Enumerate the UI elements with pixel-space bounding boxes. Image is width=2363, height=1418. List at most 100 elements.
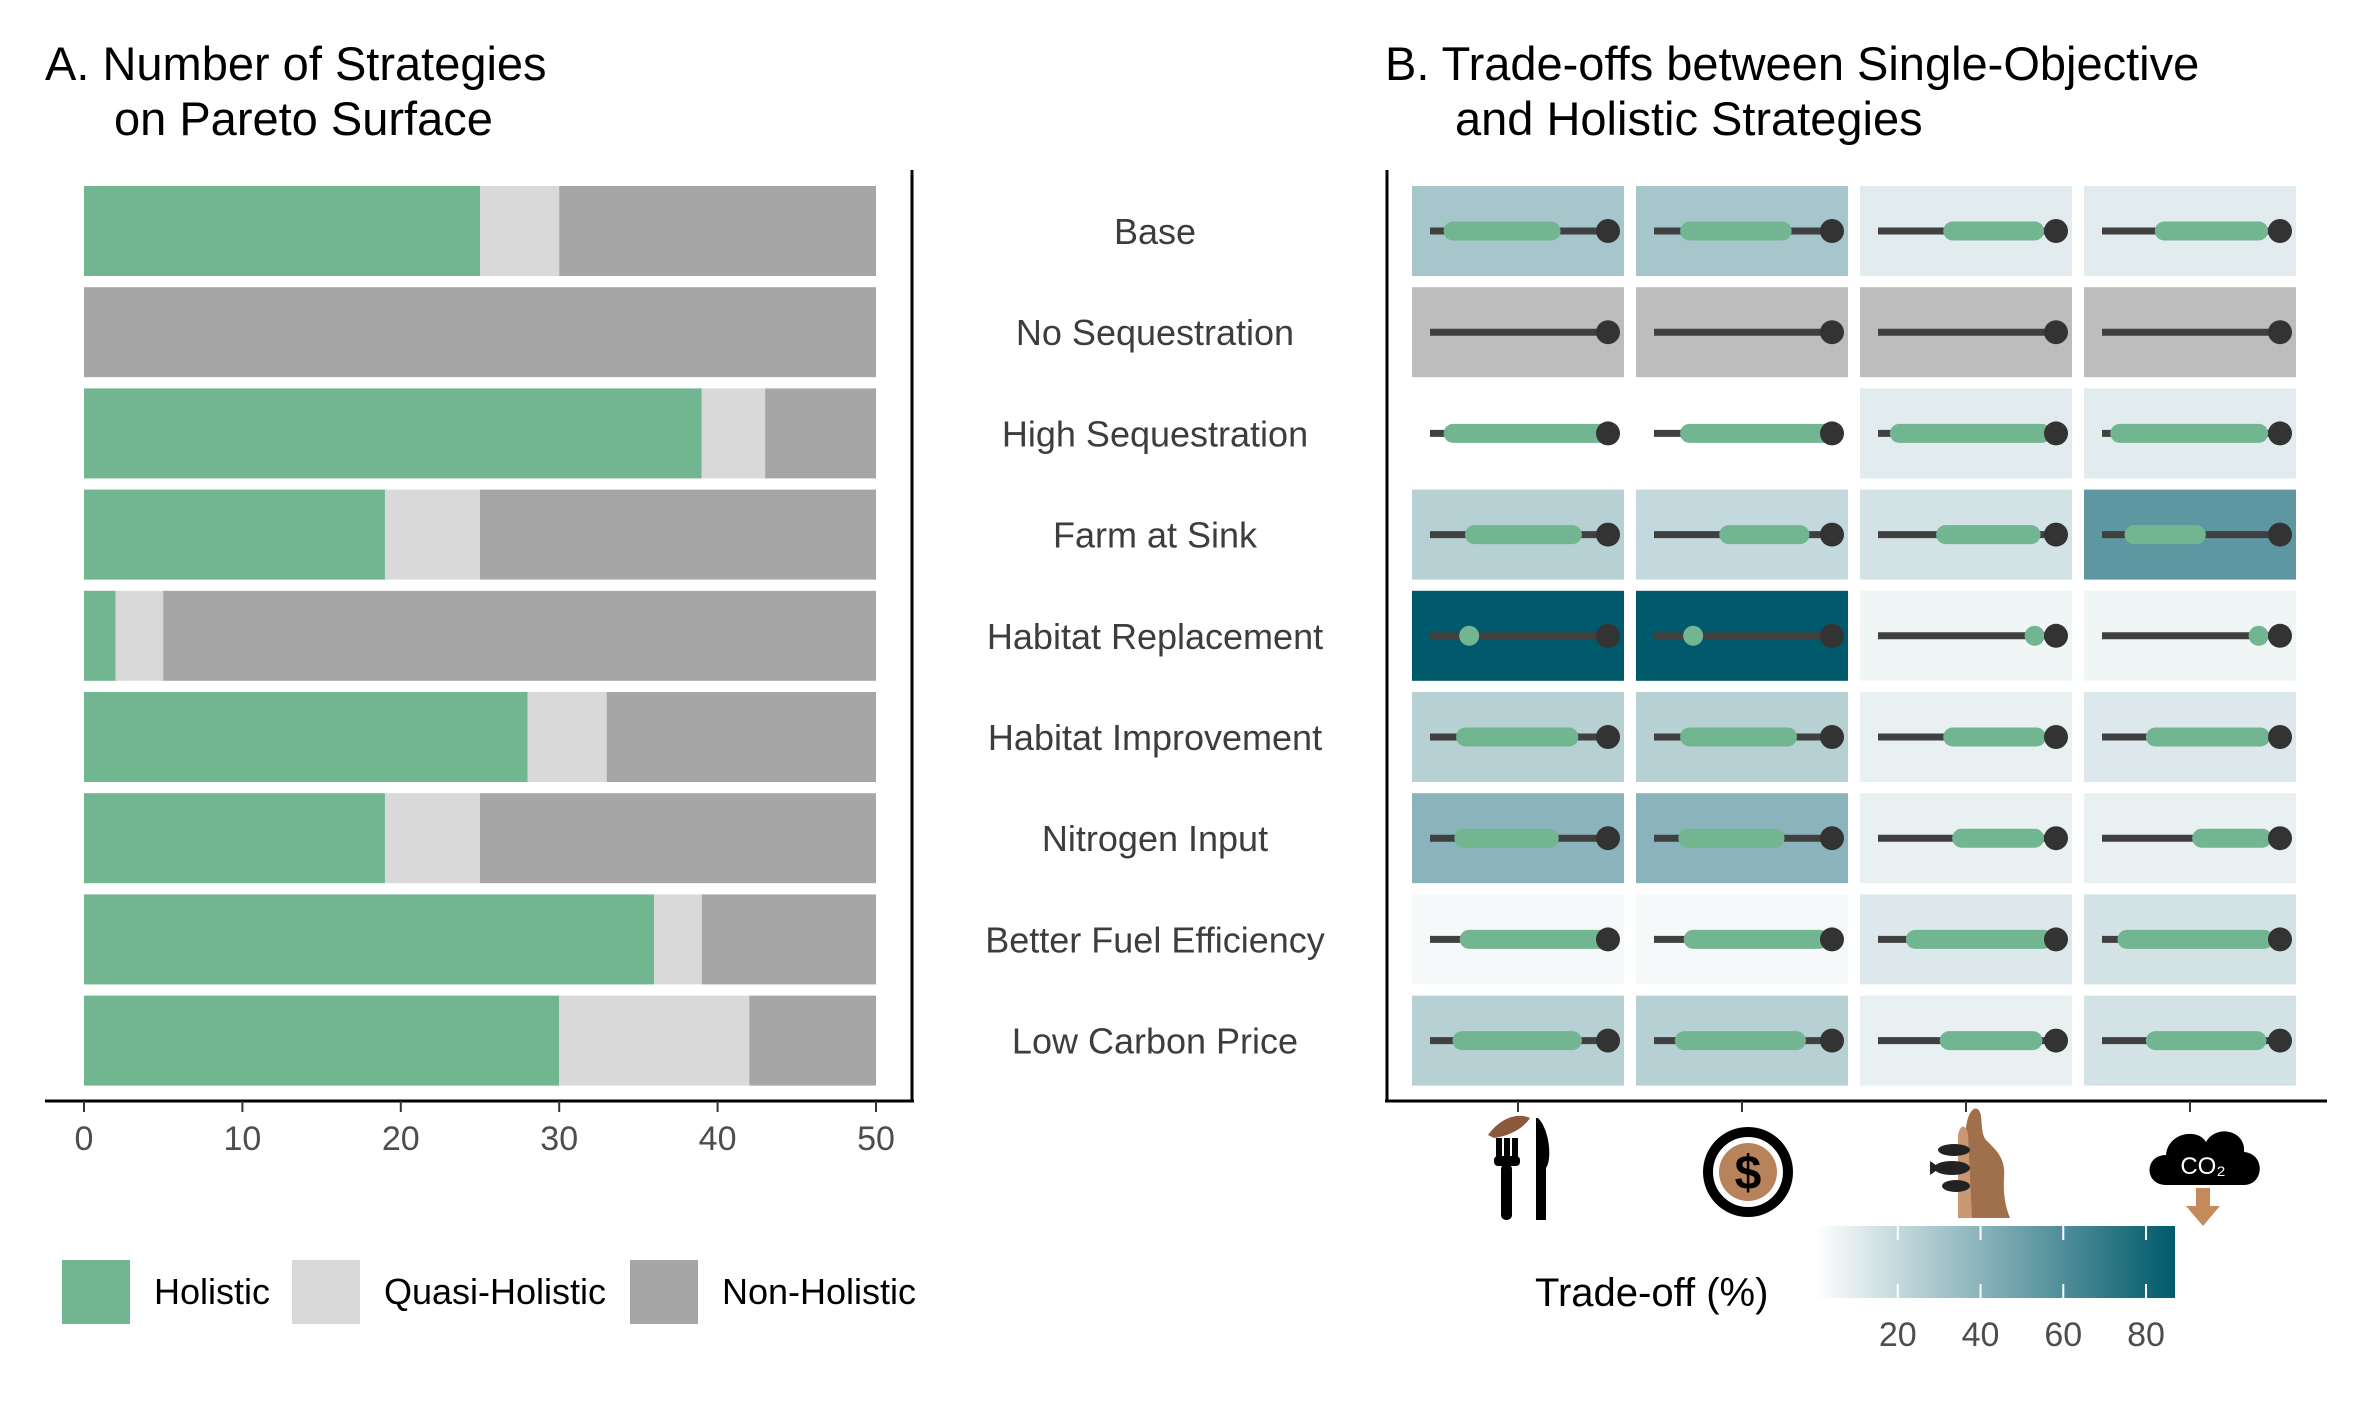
panel-b-title-line1: B. Trade-offs between Single-Objective <box>1385 37 2199 90</box>
panel-a-bars <box>84 186 876 1086</box>
row-label-nitrogen-input: Nitrogen Input <box>1042 818 1268 859</box>
cell-habitat-improvement-food-fork-knife-icon-single-objective-point <box>1596 725 1620 749</box>
bar-habitat-replacement-quasi-holistic <box>115 590 164 681</box>
cell-high-sequestration-dollar-coin-icon-single-objective-point <box>1820 421 1844 446</box>
cell-nitrogen-input-co2-cloud-sequestration-icon-single-objective-point <box>2268 826 2292 851</box>
cell-no-sequestration-dollar-coin-icon-single-objective-point <box>1820 320 1844 345</box>
row-label-habitat-replacement: Habitat Replacement <box>987 616 1323 657</box>
cell-base-co2-cloud-sequestration-icon-single-objective-point <box>2268 219 2292 243</box>
x-tick-label: 0 <box>75 1120 94 1158</box>
cell-farm-at-sink-co2-cloud-sequestration-icon-single-objective-point <box>2268 522 2292 547</box>
row-label-habitat-improvement: Habitat Improvement <box>988 717 1322 758</box>
cell-low-carbon-price-otter-fish-habitat-icon-single-objective-point <box>2044 1028 2068 1053</box>
cell-habitat-improvement-otter-fish-habitat-icon-single-objective-point <box>2044 725 2068 749</box>
cell-better-fuel-efficiency-dollar-coin-icon-single-objective-point <box>1820 927 1844 952</box>
bar-base-holistic <box>84 186 480 276</box>
x-tick-label: 30 <box>540 1120 578 1158</box>
cell-no-sequestration-co2-cloud-sequestration-icon-single-objective-point <box>2268 320 2292 345</box>
bar-better-fuel-efficiency-non-holistic <box>701 894 876 985</box>
bar-better-fuel-efficiency-quasi-holistic <box>654 894 702 985</box>
cell-nitrogen-input-food-fork-knife-icon-single-objective-point <box>1596 826 1620 851</box>
cell-better-fuel-efficiency-otter-fish-habitat-icon-single-objective-point <box>2044 927 2068 952</box>
colorbar <box>1815 1226 2175 1298</box>
legend-label-quasi-holistic: Quasi-Holistic <box>384 1271 606 1312</box>
bar-farm-at-sink-quasi-holistic <box>384 489 480 580</box>
cell-habitat-replacement-otter-fish-habitat-icon-holistic-point <box>2024 625 2045 646</box>
bar-habitat-improvement-non-holistic <box>606 692 876 782</box>
svg-text:CO₂: CO₂ <box>2180 1153 2225 1180</box>
colorbar-tick-label: 60 <box>2044 1316 2082 1354</box>
bar-nitrogen-input-quasi-holistic <box>384 793 480 884</box>
panel-a-strategies-chart: A. Number of Strategies on Pareto Surfac… <box>45 37 916 1324</box>
bar-high-sequestration-holistic <box>84 388 702 479</box>
bar-habitat-improvement-quasi-holistic <box>527 692 607 782</box>
panel-a-legend: Holistic Quasi-Holistic Non-Holistic <box>62 1260 916 1324</box>
panel-a-title-line2: on Pareto Surface <box>114 92 493 145</box>
cell-no-sequestration-otter-fish-habitat-icon-single-objective-point <box>2044 320 2068 345</box>
cell-low-carbon-price-co2-cloud-sequestration-icon-single-objective-point <box>2268 1028 2292 1053</box>
legend-key-quasi-holistic <box>292 1260 360 1324</box>
cell-better-fuel-efficiency-food-fork-knife-icon-single-objective-point <box>1596 927 1620 952</box>
colorbar-ticks: 20 40 60 80 <box>1879 1226 2165 1354</box>
bar-base-non-holistic <box>559 186 876 276</box>
cell-habitat-improvement-dollar-coin-icon-single-objective-point <box>1820 725 1844 749</box>
panel-b-tradeoff-chart: B. Trade-offs between Single-Objective a… <box>1385 37 2327 1354</box>
bar-farm-at-sink-holistic <box>84 489 385 580</box>
cell-farm-at-sink-food-fork-knife-icon-single-objective-point <box>1596 522 1620 547</box>
bar-low-carbon-price-holistic <box>84 995 560 1086</box>
cell-low-carbon-price-dollar-coin-icon-single-objective-point <box>1820 1028 1844 1053</box>
bar-better-fuel-efficiency-holistic <box>84 894 655 985</box>
bar-nitrogen-input-holistic <box>84 793 385 884</box>
cell-habitat-replacement-otter-fish-habitat-icon-single-objective-point <box>2044 623 2068 648</box>
row-label-farm-at-sink: Farm at Sink <box>1053 515 1258 556</box>
x-tick-label: 50 <box>857 1120 895 1158</box>
co2-cloud-sequestration-icon: CO₂ <box>2149 1131 2260 1226</box>
bar-habitat-replacement-non-holistic <box>163 590 876 681</box>
bar-habitat-improvement-holistic <box>84 692 528 782</box>
bar-habitat-replacement-holistic <box>84 590 116 681</box>
panel-a-x-ticks: 0 10 20 30 40 50 <box>75 1101 895 1158</box>
cell-low-carbon-price-food-fork-knife-icon-single-objective-point <box>1596 1028 1620 1053</box>
cell-no-sequestration-food-fork-knife-icon-single-objective-point <box>1596 320 1620 345</box>
legend-key-holistic <box>62 1260 130 1324</box>
cell-nitrogen-input-dollar-coin-icon-single-objective-point <box>1820 826 1844 851</box>
row-labels: Base No Sequestration High Sequestration Fa… <box>985 211 1325 1062</box>
panel-b-title-line2: and Holistic Strategies <box>1455 92 1923 145</box>
row-label-better-fuel-efficiency: Better Fuel Efficiency <box>985 919 1325 960</box>
bar-no-sequestration-non-holistic <box>84 287 876 378</box>
panel-b-cells <box>1412 186 2296 1086</box>
bar-farm-at-sink-non-holistic <box>480 489 876 580</box>
bar-base-quasi-holistic <box>480 186 560 276</box>
cell-base-dollar-coin-icon-single-objective-point <box>1820 219 1844 243</box>
bar-nitrogen-input-non-holistic <box>480 793 876 884</box>
cell-habitat-replacement-dollar-coin-icon-single-objective-point <box>1820 623 1844 648</box>
cell-habitat-replacement-co2-cloud-sequestration-icon-single-objective-point <box>2268 623 2292 648</box>
colorbar-tick-label: 20 <box>1879 1316 1917 1354</box>
panel-b-x-ticks <box>1517 1101 2191 1112</box>
row-label-no-sequestration: No Sequestration <box>1016 312 1294 353</box>
colorbar-tick-label: 80 <box>2127 1316 2165 1354</box>
bar-high-sequestration-quasi-holistic <box>701 388 766 479</box>
cell-high-sequestration-otter-fish-habitat-icon-single-objective-point <box>2044 421 2068 446</box>
cell-habitat-replacement-food-fork-knife-icon-single-objective-point <box>1596 623 1620 648</box>
bar-high-sequestration-non-holistic <box>765 388 876 479</box>
cell-farm-at-sink-otter-fish-habitat-icon-single-objective-point <box>2044 522 2068 547</box>
cell-nitrogen-input-otter-fish-habitat-icon-single-objective-point <box>2044 826 2068 851</box>
otter-fish-habitat-icon <box>1930 1108 2010 1218</box>
row-label-low-carbon-price: Low Carbon Price <box>1012 1021 1298 1062</box>
cell-habitat-replacement-co2-cloud-sequestration-icon-holistic-point <box>2248 625 2269 646</box>
bar-low-carbon-price-non-holistic <box>749 995 876 1086</box>
x-tick-label: 10 <box>223 1120 261 1158</box>
food-fork-knife-icon <box>1488 1115 1550 1220</box>
legend-label-non-holistic: Non-Holistic <box>722 1271 916 1312</box>
x-tick-label: 20 <box>382 1120 420 1158</box>
cell-better-fuel-efficiency-co2-cloud-sequestration-icon-single-objective-point <box>2268 927 2292 952</box>
cell-base-otter-fish-habitat-icon-single-objective-point <box>2044 219 2068 243</box>
cell-high-sequestration-food-fork-knife-icon-single-objective-point <box>1596 421 1620 446</box>
cell-high-sequestration-co2-cloud-sequestration-icon-single-objective-point <box>2268 421 2292 446</box>
cell-habitat-improvement-co2-cloud-sequestration-icon-single-objective-point <box>2268 725 2292 749</box>
row-label-high-sequestration: High Sequestration <box>1002 413 1308 454</box>
x-tick-label: 40 <box>699 1120 737 1158</box>
legend-label-holistic: Holistic <box>154 1271 270 1312</box>
svg-text:$: $ <box>1735 1147 1762 1200</box>
